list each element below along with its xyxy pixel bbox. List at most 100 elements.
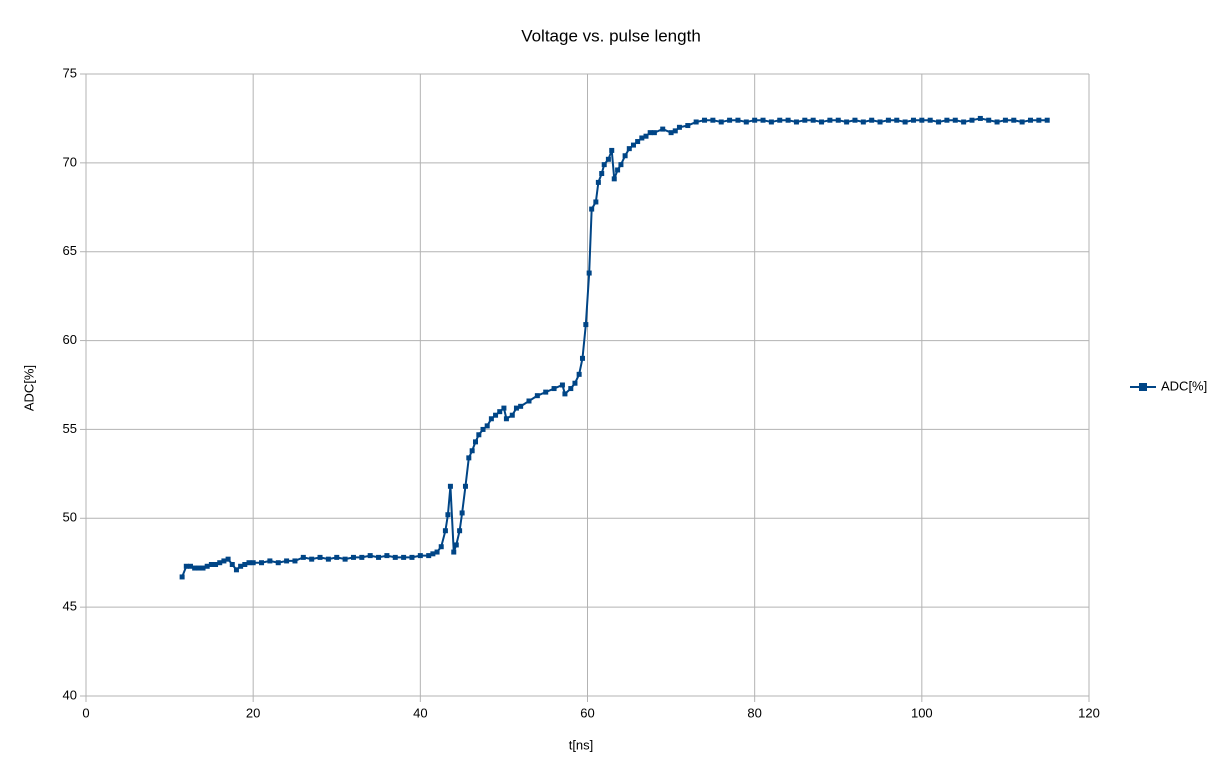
data-point — [961, 119, 967, 125]
data-point — [246, 560, 252, 566]
data-point — [877, 119, 883, 125]
data-point — [376, 554, 382, 560]
data-point — [819, 119, 825, 125]
data-point — [1002, 117, 1008, 123]
data-point — [810, 117, 816, 123]
y-tick-label: 50 — [63, 510, 77, 525]
x-tick-label: 100 — [911, 705, 933, 720]
data-point — [583, 322, 589, 328]
data-point — [466, 455, 472, 461]
data-point — [902, 119, 908, 125]
data-point — [457, 528, 463, 534]
data-point — [852, 117, 858, 123]
data-point — [317, 554, 323, 560]
data-point — [718, 119, 724, 125]
data-point — [208, 561, 214, 567]
data-point — [309, 556, 315, 562]
data-point — [1019, 119, 1025, 125]
data-point — [417, 553, 423, 559]
data-point — [768, 119, 774, 125]
data-point — [639, 135, 645, 141]
data-point — [760, 117, 766, 123]
data-point — [630, 142, 636, 148]
data-point — [426, 553, 432, 559]
data-point — [595, 179, 601, 185]
data-point — [835, 117, 841, 123]
x-tick-label: 80 — [747, 705, 761, 720]
data-point — [702, 117, 708, 123]
data-point — [986, 117, 992, 123]
data-point — [503, 416, 509, 422]
data-point — [1011, 117, 1017, 123]
data-point — [476, 432, 482, 438]
y-axis-label: ADC[%] — [21, 365, 36, 411]
x-tick-label: 20 — [246, 705, 260, 720]
data-point — [267, 558, 273, 564]
data-point — [977, 115, 983, 121]
data-point — [869, 117, 875, 123]
data-point — [618, 162, 624, 168]
data-point — [651, 130, 657, 136]
data-point — [497, 409, 503, 415]
data-point — [488, 416, 494, 422]
data-point — [384, 553, 390, 559]
data-point — [572, 380, 578, 386]
data-point — [217, 560, 223, 566]
data-point — [579, 355, 585, 361]
data-point — [445, 512, 451, 518]
data-point — [447, 483, 453, 489]
data-point — [526, 398, 532, 404]
data-point — [586, 270, 592, 276]
x-tick-label: 120 — [1078, 705, 1100, 720]
y-tick-label: 40 — [63, 687, 77, 702]
data-point — [743, 119, 749, 125]
data-point — [300, 554, 306, 560]
data-point — [785, 117, 791, 123]
data-point — [752, 117, 758, 123]
data-point — [885, 117, 891, 123]
data-point — [919, 117, 925, 123]
data-point — [599, 171, 605, 177]
data-point — [894, 117, 900, 123]
data-point — [242, 561, 248, 567]
data-point — [392, 554, 398, 560]
data-point — [568, 386, 574, 392]
data-point — [350, 554, 356, 560]
data-point — [693, 119, 699, 125]
data-point — [605, 156, 611, 162]
data-point — [601, 162, 607, 168]
data-point — [469, 448, 475, 454]
data-point — [342, 556, 348, 562]
data-point — [559, 382, 565, 388]
data-point — [501, 405, 507, 411]
data-point — [292, 558, 298, 564]
data-point — [259, 560, 265, 566]
data-point — [451, 549, 457, 555]
data-point — [401, 554, 407, 560]
data-point — [647, 130, 653, 136]
data-point — [192, 565, 198, 571]
data-point — [622, 153, 628, 159]
y-tick-label: 75 — [63, 65, 77, 80]
data-point — [615, 167, 621, 173]
data-point — [196, 565, 202, 571]
data-point — [710, 117, 716, 123]
y-tick-label: 45 — [63, 599, 77, 614]
data-point — [229, 561, 235, 567]
data-point — [442, 528, 448, 534]
data-point — [735, 117, 741, 123]
data-point — [1036, 117, 1042, 123]
data-point — [359, 554, 365, 560]
data-point — [551, 386, 557, 392]
data-point — [518, 403, 524, 409]
data-point — [1027, 117, 1033, 123]
data-point — [434, 549, 440, 555]
legend-marker — [1139, 383, 1147, 391]
data-point — [635, 139, 641, 145]
data-point — [589, 206, 595, 212]
data-point — [543, 389, 549, 395]
data-point — [952, 117, 958, 123]
y-tick-label: 55 — [63, 421, 77, 436]
